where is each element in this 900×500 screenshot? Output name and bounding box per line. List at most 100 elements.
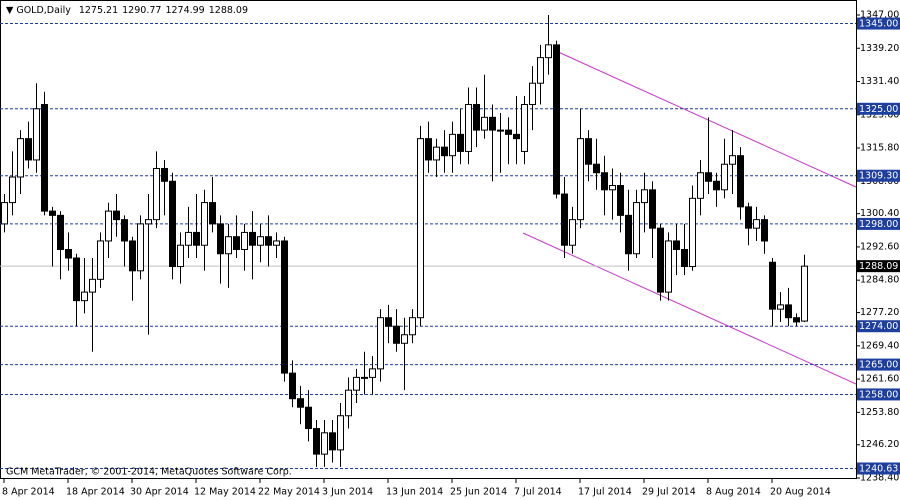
candle-body: [753, 219, 760, 229]
level-label: 1258.00: [859, 389, 898, 400]
candle-body: [241, 231, 248, 250]
candle-body: [505, 129, 512, 135]
candle-body: [129, 240, 136, 272]
candle-body: [265, 236, 272, 246]
low-value: 1274.99: [165, 5, 204, 16]
level-label-box: [857, 320, 900, 333]
candle-body: [377, 317, 384, 370]
candle-body: [665, 240, 672, 293]
candle-body: [337, 415, 344, 451]
x-tick-label: 20 Aug 2014: [770, 487, 831, 498]
candle-body: [425, 138, 432, 161]
candle-body: [201, 202, 208, 246]
candle-body: [369, 368, 376, 378]
y-tick-label: 1347.00: [860, 10, 899, 21]
candle-body: [497, 129, 504, 132]
candle-body: [633, 202, 640, 255]
title: GOLD,Daily: [16, 5, 71, 16]
candle-body: [473, 104, 480, 131]
symbol: ▼: [6, 5, 16, 16]
candle-body: [673, 240, 680, 250]
candle-body: [745, 206, 752, 229]
candle-body: [529, 82, 536, 106]
candle-body: [193, 231, 200, 246]
level-label-box: [857, 17, 900, 30]
candle-body: [169, 180, 176, 268]
x-tick-label: 8 Apr 2014: [2, 487, 55, 498]
candle-body: [217, 223, 224, 255]
candle-body: [329, 432, 336, 451]
candle-body: [73, 257, 80, 302]
candle-body: [737, 155, 744, 208]
level-label: 1240.63: [859, 463, 898, 474]
candle-body: [649, 189, 656, 229]
candle-body: [793, 317, 800, 323]
candle-body: [257, 236, 264, 246]
x-tick-label: 30 Apr 2014: [130, 487, 189, 498]
candle-body: [305, 406, 312, 430]
candle-body: [113, 210, 120, 221]
candle-body: [545, 44, 552, 59]
candle-body: [297, 398, 304, 408]
candle-body: [697, 172, 704, 199]
candle-body: [385, 317, 392, 327]
level-label-box: [857, 462, 900, 475]
candle-body: [777, 304, 784, 310]
candle-body: [41, 104, 48, 212]
candle-body: [393, 325, 400, 344]
x-tick-label: 12 May 2014: [194, 487, 256, 498]
candle-body: [761, 219, 768, 242]
current-price-box: [857, 260, 900, 273]
candle-body: [689, 197, 696, 268]
candle-body: [681, 248, 688, 268]
x-tick-label: 7 Jul 2014: [514, 487, 562, 498]
level-label: 1265.00: [859, 360, 898, 371]
level-label: 1309.30: [859, 171, 898, 182]
candle-body: [361, 376, 368, 379]
candle-body: [433, 146, 440, 161]
level-label-box: [857, 102, 900, 115]
candle-body: [313, 428, 320, 455]
candle-body: [401, 334, 408, 344]
level-label: 1345.00: [859, 19, 898, 30]
candle-body: [25, 138, 32, 161]
candle-body: [137, 223, 144, 272]
candle-body: [489, 116, 496, 131]
candle-body: [601, 172, 608, 191]
copyright: GCM MetaTrader, © 2001-2014, MetaQuotes …: [6, 467, 292, 478]
level-label: 1325.00: [859, 104, 898, 115]
candle-body: [233, 236, 240, 250]
level-label-box: [857, 388, 900, 401]
candle-body: [713, 180, 720, 191]
y-tick-label: 1300.40: [860, 208, 899, 219]
candle-body: [577, 138, 584, 221]
y-tick-label: 1246.20: [860, 439, 899, 450]
candle-body: [729, 155, 736, 165]
y-tick-label: 1238.40: [860, 473, 899, 484]
trend-line: [522, 232, 857, 385]
x-tick-label: 25 Jun 2014: [450, 487, 507, 498]
x-tick-label: 18 Apr 2014: [66, 487, 125, 498]
candle-body: [465, 104, 472, 152]
level-label-box: [857, 217, 900, 230]
candle-body: [769, 261, 776, 310]
candle-body: [353, 376, 360, 391]
candle-body: [185, 231, 192, 246]
y-tick-label: 1261.60: [860, 374, 899, 385]
candle-body: [417, 138, 424, 319]
candle-body: [121, 219, 128, 242]
candle-body: [249, 231, 256, 246]
y-tick-label: 1269.40: [860, 340, 899, 351]
y-tick-label: 1339.20: [860, 43, 899, 54]
y-tick-label: 1292.60: [860, 241, 899, 252]
candle-body: [145, 219, 152, 225]
candle-body: [1, 202, 8, 225]
x-tick-label: 3 Jun 2014: [322, 487, 373, 498]
y-tick-label: 1253.80: [860, 407, 899, 418]
y-tick-label: 1331.40: [860, 76, 899, 87]
candle-body: [561, 193, 568, 246]
candle-body: [65, 248, 72, 259]
candle-body: [153, 167, 160, 221]
level-label-box: [857, 169, 900, 182]
